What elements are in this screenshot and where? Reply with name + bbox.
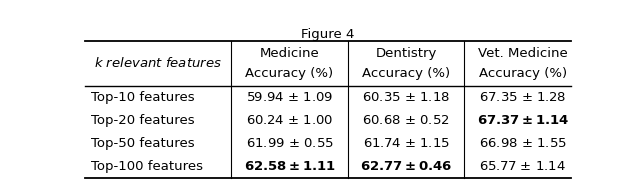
Text: 66.98 $\pm$ 1.55: 66.98 $\pm$ 1.55	[479, 137, 566, 150]
Text: Top-50 features: Top-50 features	[91, 137, 195, 150]
Text: 61.99 $\pm$ 0.55: 61.99 $\pm$ 0.55	[246, 137, 333, 150]
Text: Top-20 features: Top-20 features	[91, 114, 195, 127]
Text: Top-100 features: Top-100 features	[91, 160, 203, 173]
Text: 60.24 $\pm$ 1.00: 60.24 $\pm$ 1.00	[246, 114, 333, 127]
Text: 60.35 $\pm$ 1.18: 60.35 $\pm$ 1.18	[362, 91, 450, 104]
Text: 67.35 $\pm$ 1.28: 67.35 $\pm$ 1.28	[479, 91, 566, 104]
Text: 59.94 $\pm$ 1.09: 59.94 $\pm$ 1.09	[246, 91, 333, 104]
Text: Top-10 features: Top-10 features	[91, 91, 195, 104]
Text: Accuracy (%): Accuracy (%)	[479, 67, 567, 80]
Text: 60.68 $\pm$ 0.52: 60.68 $\pm$ 0.52	[362, 114, 450, 127]
Text: $\mathbf{62.58 \pm 1.11}$: $\mathbf{62.58 \pm 1.11}$	[244, 160, 335, 173]
Text: $\mathbf{67.37 \pm 1.14}$: $\mathbf{67.37 \pm 1.14}$	[477, 114, 569, 127]
Text: $\mathbf{62.77 \pm 0.46}$: $\mathbf{62.77 \pm 0.46}$	[360, 160, 452, 173]
Text: 61.74 $\pm$ 1.15: 61.74 $\pm$ 1.15	[363, 137, 449, 150]
Text: Medicine: Medicine	[260, 47, 319, 60]
Text: Accuracy (%): Accuracy (%)	[362, 67, 450, 80]
Text: Vet. Medicine: Vet. Medicine	[478, 47, 568, 60]
Text: $k$ relevant features: $k$ relevant features	[94, 56, 222, 70]
Text: Dentistry: Dentistry	[376, 47, 437, 60]
Text: 65.77 $\pm$ 1.14: 65.77 $\pm$ 1.14	[479, 160, 566, 173]
Text: Accuracy (%): Accuracy (%)	[246, 67, 333, 80]
Text: Figure 4: Figure 4	[301, 28, 355, 41]
